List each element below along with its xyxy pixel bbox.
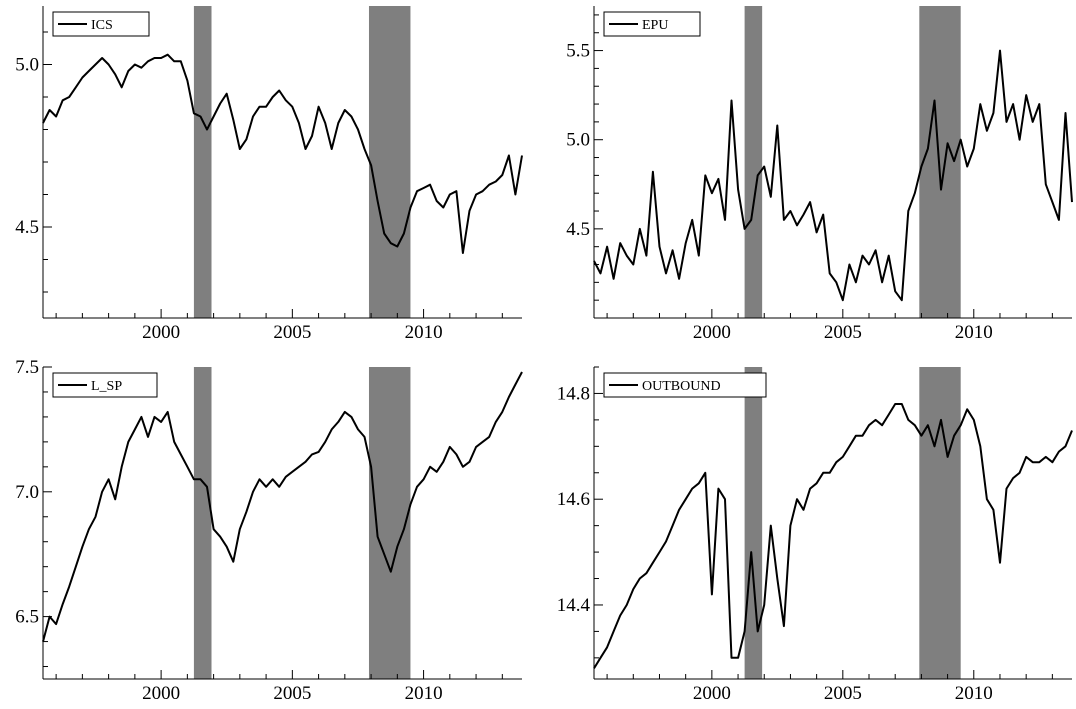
shaded-period-2 — [919, 367, 961, 679]
y-tick-label: 14.6 — [557, 489, 590, 510]
x-tick-label: 2000 — [142, 322, 180, 343]
y-tick-label: 14.4 — [557, 595, 591, 616]
y-tick-label: 7.5 — [15, 357, 39, 378]
x-tick-label: 2010 — [405, 322, 443, 343]
legend-label: OUTBOUND — [642, 379, 721, 394]
x-tick-label: 2000 — [693, 322, 731, 343]
legend-label: ICS — [91, 18, 113, 33]
legend-box — [603, 11, 701, 37]
legend: OUTBOUND — [603, 372, 767, 398]
y-tick-label: 7.0 — [15, 482, 39, 503]
legend-label: EPU — [642, 18, 668, 33]
legend: L_SP — [52, 372, 158, 398]
y-tick-label: 6.5 — [15, 607, 39, 628]
y-tick-label: 14.8 — [557, 383, 590, 404]
shaded-period-1 — [193, 367, 212, 679]
x-tick-label: 2010 — [405, 683, 443, 704]
x-tick-label: 2000 — [142, 683, 180, 704]
legend: EPU — [603, 11, 701, 37]
shaded-period-1 — [744, 367, 763, 679]
series-line-outbound — [593, 403, 1073, 669]
chart-panel-ics: 2000 2005 2010 4.5 5.0 ICS — [15, 6, 523, 343]
series-line-ics — [42, 53, 523, 254]
y-tick-label: 4.5 — [566, 219, 590, 240]
shaded-period-1 — [744, 6, 763, 318]
y-tick-label: 5.0 — [15, 55, 39, 76]
x-tick-label: 2005 — [273, 322, 311, 343]
series-line-epu — [593, 49, 1073, 302]
x-tick-label: 2000 — [693, 683, 731, 704]
shaded-period-1 — [193, 6, 212, 318]
x-tick-label: 2005 — [273, 683, 311, 704]
legend-label: L_SP — [91, 379, 122, 394]
y-tick-label: 5.5 — [566, 41, 590, 62]
shaded-period-2 — [368, 367, 411, 679]
chart-panel-epu: 2000 2005 2010 4.5 5.0 5.5 EPU — [566, 6, 1073, 343]
shaded-period-2 — [368, 6, 411, 318]
y-tick-label: 5.0 — [566, 130, 590, 151]
series-line-l-sp — [42, 371, 523, 642]
x-tick-label: 2010 — [955, 683, 993, 704]
x-tick-label: 2010 — [955, 322, 993, 343]
x-tick-label: 2005 — [824, 683, 862, 704]
chart-panel-outbound: 2000 2005 2010 14.4 14.6 14.8 OUTBOUND — [557, 366, 1073, 704]
chart-panel-l-sp: 2000 2005 2010 6.5 7.0 7.5 L_SP — [15, 357, 523, 704]
legend: ICS — [52, 11, 150, 37]
x-tick-label: 2005 — [824, 322, 862, 343]
y-tick-label: 4.5 — [15, 217, 39, 238]
